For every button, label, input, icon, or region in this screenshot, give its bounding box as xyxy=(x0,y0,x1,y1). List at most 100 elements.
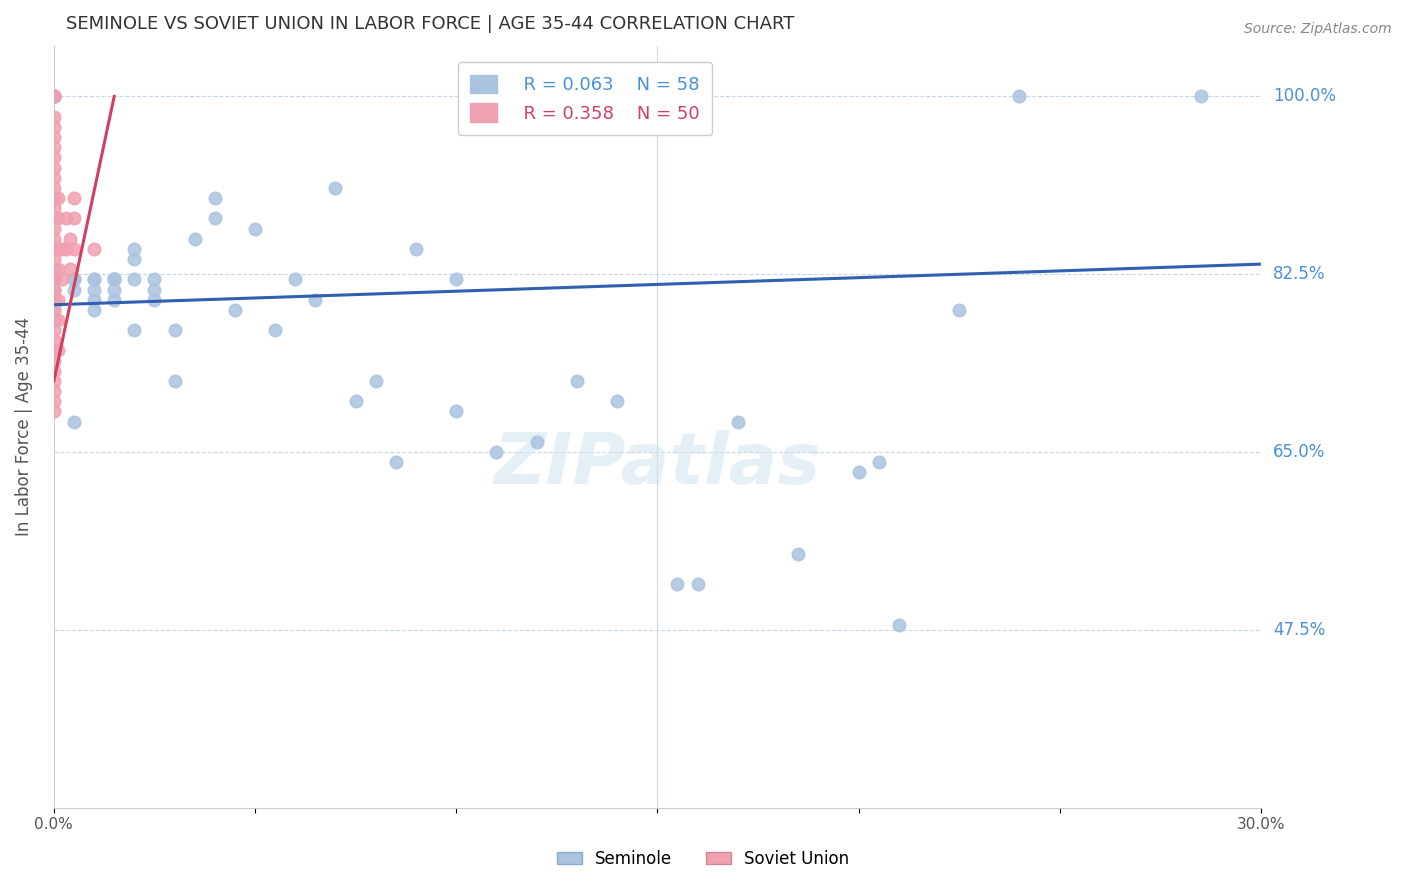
Point xyxy=(304,293,326,307)
Point xyxy=(42,334,65,348)
Point xyxy=(42,221,65,235)
Point xyxy=(42,110,65,124)
Point xyxy=(485,445,508,459)
Point xyxy=(42,89,65,103)
Point xyxy=(42,140,65,154)
Point xyxy=(887,617,910,632)
Text: 82.5%: 82.5% xyxy=(1272,265,1326,284)
Point xyxy=(42,283,65,297)
Point xyxy=(42,384,65,398)
Point xyxy=(42,161,65,175)
Point xyxy=(63,272,86,286)
Point xyxy=(1189,89,1212,103)
Text: Source: ZipAtlas.com: Source: ZipAtlas.com xyxy=(1244,22,1392,37)
Point xyxy=(42,272,65,286)
Point xyxy=(46,262,69,277)
Point xyxy=(42,343,65,358)
Point xyxy=(63,242,86,256)
Point xyxy=(55,242,77,256)
Point xyxy=(63,191,86,205)
Point xyxy=(42,302,65,317)
Point xyxy=(243,221,266,235)
Point xyxy=(103,283,125,297)
Point xyxy=(204,191,226,205)
Point xyxy=(46,313,69,327)
Point xyxy=(42,181,65,195)
Point xyxy=(42,232,65,246)
Point xyxy=(42,89,65,103)
Text: 47.5%: 47.5% xyxy=(1272,621,1326,639)
Point xyxy=(42,89,65,103)
Point xyxy=(364,374,387,388)
Point xyxy=(42,293,65,307)
Point xyxy=(63,283,86,297)
Text: ZIPatlas: ZIPatlas xyxy=(494,430,821,500)
Point xyxy=(204,211,226,226)
Point xyxy=(686,577,709,591)
Point xyxy=(46,293,69,307)
Point xyxy=(63,415,86,429)
Point xyxy=(42,89,65,103)
Point xyxy=(103,272,125,286)
Point xyxy=(606,394,628,409)
Point xyxy=(46,343,69,358)
Point xyxy=(55,211,77,226)
Point xyxy=(42,252,65,266)
Point xyxy=(385,455,408,469)
Point xyxy=(42,353,65,368)
Point xyxy=(42,89,65,103)
Legend:   R = 0.063    N = 58,   R = 0.358    N = 50: R = 0.063 N = 58, R = 0.358 N = 50 xyxy=(458,62,713,136)
Point xyxy=(666,577,689,591)
Point xyxy=(51,242,73,256)
Point xyxy=(42,130,65,145)
Point xyxy=(444,272,467,286)
Point xyxy=(727,415,749,429)
Point xyxy=(42,201,65,215)
Text: 100.0%: 100.0% xyxy=(1272,87,1336,105)
Point xyxy=(42,262,65,277)
Point xyxy=(183,232,205,246)
Y-axis label: In Labor Force | Age 35-44: In Labor Force | Age 35-44 xyxy=(15,318,32,536)
Point xyxy=(143,272,166,286)
Point xyxy=(42,272,65,286)
Point xyxy=(344,394,367,409)
Point xyxy=(42,242,65,256)
Point xyxy=(83,302,105,317)
Point xyxy=(1008,89,1031,103)
Point xyxy=(83,283,105,297)
Point xyxy=(46,242,69,256)
Point xyxy=(83,242,105,256)
Point xyxy=(405,242,427,256)
Point xyxy=(948,302,970,317)
Point xyxy=(42,302,65,317)
Point xyxy=(103,272,125,286)
Point xyxy=(83,293,105,307)
Point xyxy=(42,211,65,226)
Point xyxy=(42,283,65,297)
Point xyxy=(124,272,146,286)
Point xyxy=(42,323,65,337)
Point xyxy=(848,466,870,480)
Point xyxy=(59,262,82,277)
Point xyxy=(46,191,69,205)
Point xyxy=(42,150,65,164)
Point xyxy=(124,252,146,266)
Point xyxy=(59,232,82,246)
Point xyxy=(224,302,246,317)
Point xyxy=(42,394,65,409)
Point xyxy=(42,170,65,185)
Point xyxy=(42,191,65,205)
Point xyxy=(83,272,105,286)
Text: SEMINOLE VS SOVIET UNION IN LABOR FORCE | AGE 35-44 CORRELATION CHART: SEMINOLE VS SOVIET UNION IN LABOR FORCE … xyxy=(66,15,794,33)
Point xyxy=(787,547,810,561)
Text: 65.0%: 65.0% xyxy=(1272,443,1326,461)
Point xyxy=(124,242,146,256)
Point xyxy=(264,323,287,337)
Point xyxy=(868,455,890,469)
Point xyxy=(42,313,65,327)
Point xyxy=(42,374,65,388)
Point xyxy=(325,181,347,195)
Point xyxy=(103,293,125,307)
Point xyxy=(565,374,588,388)
Point xyxy=(526,434,548,449)
